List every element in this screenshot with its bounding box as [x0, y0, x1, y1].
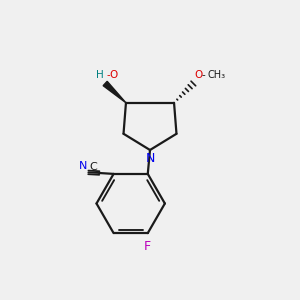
- Text: O: O: [194, 70, 202, 80]
- Text: C: C: [89, 161, 97, 172]
- Text: N: N: [79, 161, 87, 171]
- Polygon shape: [103, 81, 126, 103]
- Text: N: N: [145, 152, 155, 165]
- Text: -: -: [201, 70, 205, 80]
- Text: F: F: [144, 240, 151, 253]
- Text: -O: -O: [106, 70, 118, 80]
- Text: CH₃: CH₃: [208, 70, 226, 80]
- Text: H: H: [96, 70, 104, 80]
